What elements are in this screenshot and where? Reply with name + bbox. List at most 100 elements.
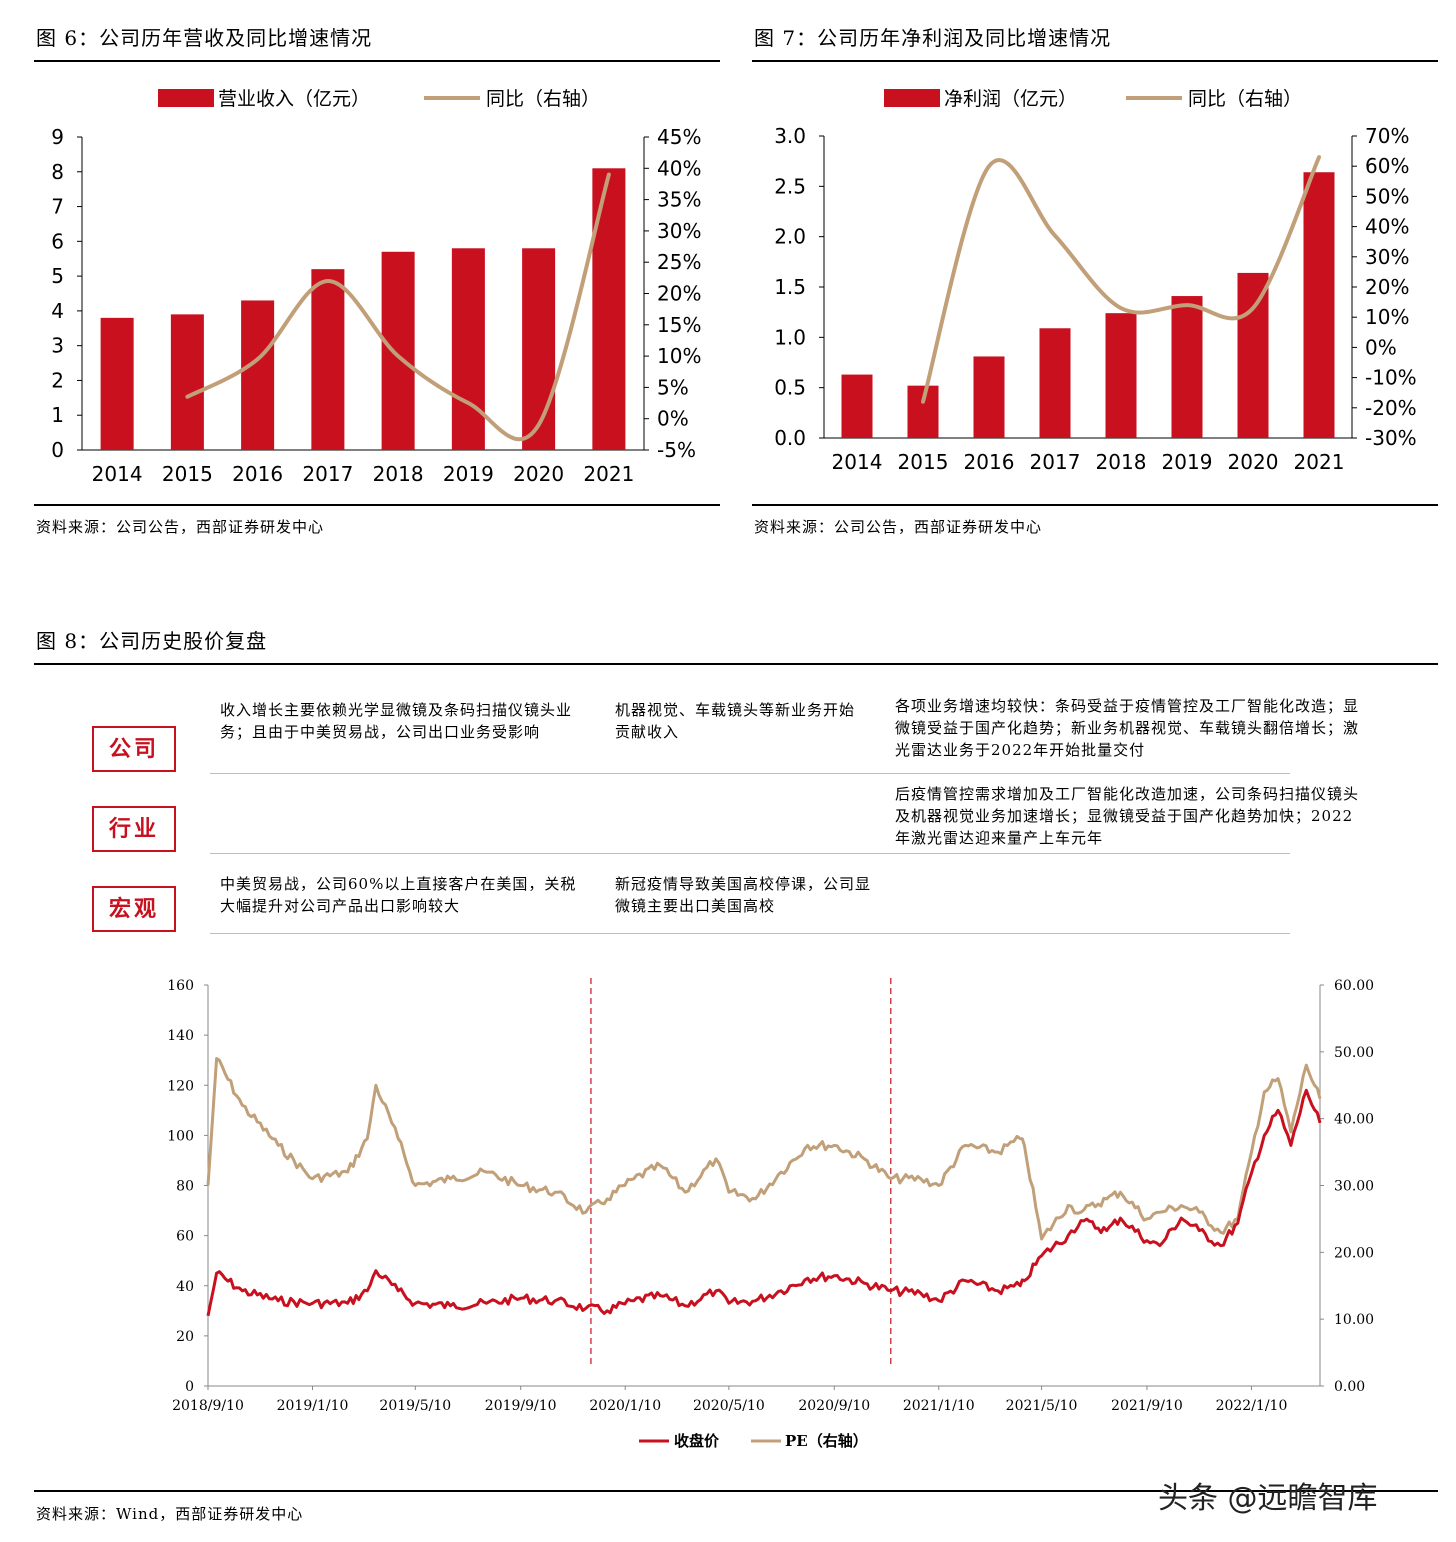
fig6-x-tick-label: 2019 bbox=[443, 462, 494, 486]
fig6-y2-tick-label: 20% bbox=[657, 282, 701, 306]
fig6-y-tick-label: 2 bbox=[51, 368, 64, 392]
fig6-title: 图 6：公司历年营收及同比增速情况 bbox=[36, 26, 373, 50]
fig7-bar-2020 bbox=[1237, 272, 1269, 438]
fig7-bottom-rule bbox=[752, 504, 1438, 506]
fig7-bar-2019 bbox=[1171, 296, 1203, 438]
row-label-macro: 宏观 bbox=[92, 886, 176, 932]
fig7-bar-2018 bbox=[1105, 313, 1137, 438]
fig6-y2-tick-label: 45% bbox=[657, 125, 701, 149]
fig7-y2-tick-label: 10% bbox=[1365, 305, 1409, 329]
fig6-y-tick-label: 9 bbox=[51, 125, 64, 149]
fig6-growth-line bbox=[185, 172, 611, 442]
fig7-y-tick-label: 1.0 bbox=[774, 325, 806, 349]
fig7-legend-bar-label: 净利润（亿元） bbox=[944, 88, 1077, 110]
fig6-bar-2015 bbox=[170, 314, 204, 450]
fig7-bar-2014 bbox=[841, 374, 873, 438]
fig7-y2-tick-label: 40% bbox=[1365, 215, 1409, 239]
fig7-bar-2017 bbox=[1039, 328, 1071, 438]
fig6-bar-2017 bbox=[311, 269, 345, 450]
fig6-chart: 0 1 2 3 4 5 6 7 8 9 -5% 0% 5% 10% 15% 20% 25% 30% 35% 40% 45… bbox=[51, 88, 701, 486]
fig7-y-tick-label: 1.5 bbox=[774, 275, 806, 299]
fig7-bar-2016 bbox=[973, 356, 1005, 438]
fig7-top-rule bbox=[752, 60, 1438, 62]
row-divider-2 bbox=[210, 853, 1290, 854]
fig8-y-tick-label: 0 bbox=[185, 1379, 194, 1395]
row-divider-1 bbox=[210, 773, 1290, 774]
fig6-y-tick-label: 3 bbox=[51, 334, 64, 358]
fig8-y-tick-label: 80 bbox=[176, 1179, 194, 1195]
fig6-bottom-rule bbox=[34, 504, 720, 506]
fig8-y2-tick-label: 50.00 bbox=[1334, 1045, 1374, 1061]
fig6-y-tick-label: 7 bbox=[51, 195, 64, 219]
fig8-y2-tick-label: 10.00 bbox=[1334, 1312, 1374, 1328]
fig6-y2-tick-label: 30% bbox=[657, 219, 701, 243]
fig6-x-tick-label: 2015 bbox=[162, 462, 213, 486]
fig7-y2-tick-label: 60% bbox=[1365, 154, 1409, 178]
fig7-x-tick-label: 2018 bbox=[1096, 450, 1147, 474]
fig8-x-tick-label: 2022/1/10 bbox=[1216, 1398, 1288, 1414]
note-industry-3: 后疫情管控需求增加及工厂智能化改造加速，公司条码扫描仪镜头及机器视觉业务加速增长… bbox=[895, 785, 1360, 847]
fig6-x-tick-label: 2018 bbox=[373, 462, 424, 486]
fig7-growth-line bbox=[921, 155, 1321, 404]
fig8-bottom-rule bbox=[34, 1490, 1438, 1492]
fig7-x-tick-label: 2016 bbox=[964, 450, 1015, 474]
fig8-legend-pe-label: PE（右轴） bbox=[785, 1432, 868, 1450]
fig7-y2-tick-label: -30% bbox=[1365, 426, 1417, 450]
fig8-x-tick-label: 2021/9/10 bbox=[1111, 1398, 1183, 1414]
fig6-bar-2016 bbox=[241, 300, 275, 450]
watermark: 头条 @远瞻智库 bbox=[1158, 1481, 1378, 1516]
fig8-y2-tick-label: 40.00 bbox=[1334, 1112, 1374, 1128]
fig8-y2-tick-label: 0.00 bbox=[1334, 1379, 1365, 1395]
fig6-bar-2021 bbox=[592, 168, 626, 451]
fig8-y-tick-label: 120 bbox=[167, 1078, 194, 1094]
fig6-y2-tick-label: 15% bbox=[657, 313, 701, 337]
fig6-bar-2019 bbox=[451, 248, 485, 450]
fig7-y2-tick-label: 50% bbox=[1365, 184, 1409, 208]
fig8-y2-tick-label: 20.00 bbox=[1334, 1245, 1374, 1261]
fig8-x-tick-label: 2021/5/10 bbox=[1006, 1398, 1078, 1414]
fig6-y-tick-label: 0 bbox=[51, 438, 64, 462]
fig8-x-tick-label: 2021/1/10 bbox=[903, 1398, 975, 1414]
fig7-bar-2015 bbox=[907, 385, 939, 438]
fig7-x-tick-label: 2017 bbox=[1030, 450, 1081, 474]
fig6-source: 资料来源：公司公告，西部证券研发中心 bbox=[36, 518, 325, 536]
note-company-2: 机器视觉、车载镜头等新业务开始贡献收入 bbox=[615, 701, 856, 741]
fig6-y2-tick-label: 10% bbox=[657, 344, 701, 368]
fig8-y-tick-label: 140 bbox=[167, 1028, 194, 1044]
fig7-y2-tick-label: 30% bbox=[1365, 245, 1409, 269]
fig7-y-tick-label: 3.0 bbox=[774, 124, 806, 148]
fig7-x-tick-label: 2021 bbox=[1294, 450, 1345, 474]
fig7-y2-tick-label: -10% bbox=[1365, 366, 1417, 390]
fig8-x-tick-label: 2019/9/10 bbox=[485, 1398, 557, 1414]
fig8-y-tick-label: 40 bbox=[176, 1279, 194, 1295]
fig7-y2-tick-label: 20% bbox=[1365, 275, 1409, 299]
fig6-y2-tick-label: 5% bbox=[657, 375, 689, 399]
fig7-x-tick-label: 2020 bbox=[1228, 450, 1279, 474]
fig7-legend-line-label: 同比（右轴） bbox=[1188, 88, 1302, 110]
fig7-y-tick-label: 0.0 bbox=[774, 426, 806, 450]
fig6-y2-tick-label: 35% bbox=[657, 188, 701, 212]
fig8-title: 图 8：公司历史股价复盘 bbox=[36, 629, 268, 653]
fig6-y-tick-label: 1 bbox=[51, 403, 64, 427]
fig8-y2-tick-label: 30.00 bbox=[1334, 1179, 1374, 1195]
fig8-y-tick-label: 100 bbox=[167, 1128, 194, 1144]
fig6-y2-tick-label: 40% bbox=[657, 156, 701, 180]
fig6-bar-2018 bbox=[381, 251, 415, 450]
fig6-y2-tick-label: 0% bbox=[657, 407, 689, 431]
fig7-x-tick-label: 2019 bbox=[1162, 450, 1213, 474]
fig7-y-tick-label: 0.5 bbox=[774, 376, 806, 400]
fig8-close-price-line bbox=[206, 1088, 1322, 1317]
note-macro-1: 中美贸易战，公司60%以上直接客户在美国，关税大幅提升对公司产品出口影响较大 bbox=[220, 875, 577, 915]
fig8-x-tick-label: 2019/5/10 bbox=[379, 1398, 451, 1414]
fig6-y2-tick-label: 25% bbox=[657, 250, 701, 274]
fig6-top-rule bbox=[34, 60, 720, 62]
fig7-y2-tick-label: -20% bbox=[1365, 396, 1417, 420]
fig8-pe-line bbox=[206, 1057, 1322, 1241]
fig7-y2-tick-label: 70% bbox=[1365, 124, 1409, 148]
fig6-x-tick-label: 2021 bbox=[583, 462, 634, 486]
fig8-legend-price-label: 收盘价 bbox=[674, 1432, 720, 1450]
note-company-3: 各项业务增速均较快：条码受益于疫情管控及工厂智能化改造；显微镜受益于国产化趋势；… bbox=[895, 697, 1360, 759]
fig7-source: 资料来源：公司公告，西部证券研发中心 bbox=[754, 518, 1043, 536]
fig6-y-tick-label: 8 bbox=[51, 160, 64, 184]
fig6-x-tick-label: 2017 bbox=[302, 462, 353, 486]
